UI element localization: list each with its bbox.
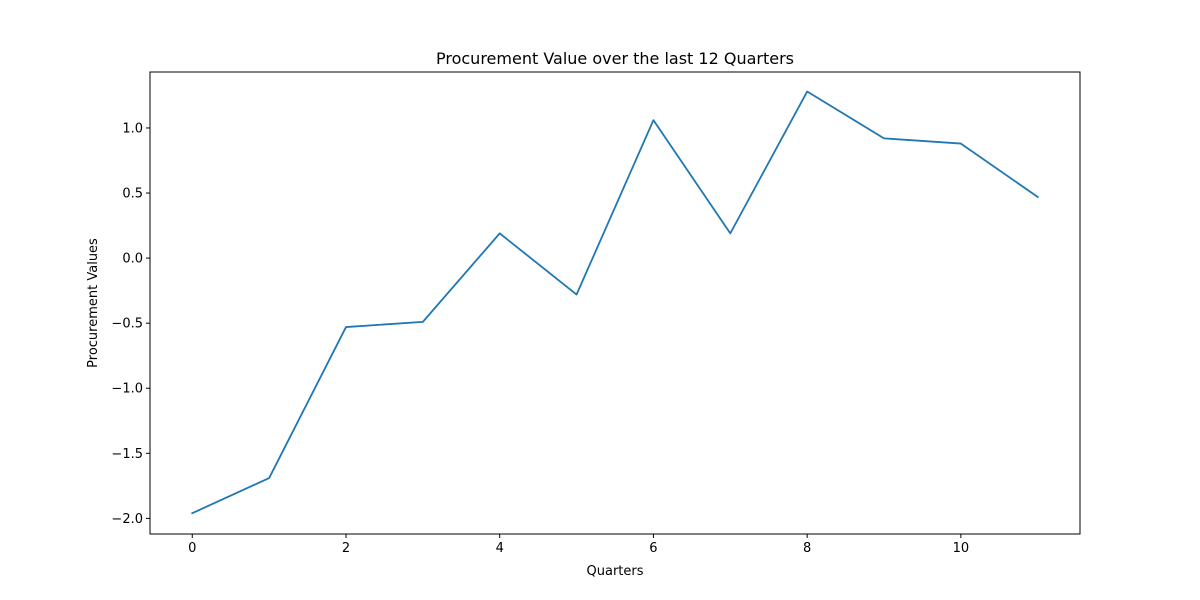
- y-tick-label: −2.0: [111, 512, 143, 527]
- series-line-0: [191, 90, 1039, 515]
- plot-area-frame: [149, 71, 1081, 535]
- y-tick-label: 1.0: [122, 121, 143, 136]
- chart-title: Procurement Value over the last 12 Quart…: [436, 49, 794, 68]
- y-tick-label: 0.0: [122, 252, 143, 267]
- y-tick-label: 0.5: [122, 187, 143, 202]
- x-tick-label: 2: [342, 541, 350, 556]
- y-axis-ticks: −2.0 −1.5 −1.0 −0.5 0.0 0.5 1.0: [111, 121, 150, 527]
- x-axis-ticks: 0 2 4 6 8 10: [188, 534, 969, 556]
- series-layer: [191, 90, 1039, 515]
- x-tick-label: 10: [953, 541, 970, 556]
- x-tick-label: 6: [649, 541, 657, 556]
- x-tick-label: 8: [803, 541, 811, 556]
- y-tick-label: −1.5: [111, 447, 143, 462]
- x-axis-label: Quarters: [587, 564, 644, 579]
- x-tick-label: 0: [188, 541, 196, 556]
- y-tick-label: −0.5: [111, 317, 143, 332]
- y-tick-label: −1.0: [111, 382, 143, 397]
- y-axis-label: Procurement Values: [86, 238, 101, 368]
- x-tick-label: 4: [496, 541, 504, 556]
